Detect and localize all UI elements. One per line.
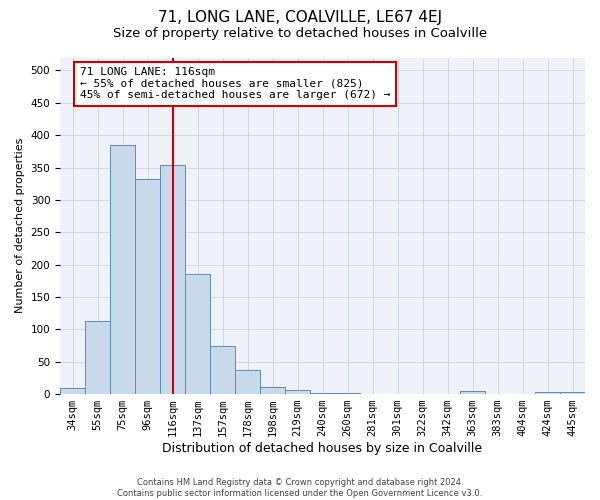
Bar bbox=[285, 390, 310, 394]
Bar bbox=[185, 274, 210, 394]
Bar bbox=[85, 321, 110, 394]
Bar bbox=[160, 165, 185, 394]
Bar bbox=[235, 370, 260, 394]
Text: 71 LONG LANE: 116sqm
← 55% of detached houses are smaller (825)
45% of semi-deta: 71 LONG LANE: 116sqm ← 55% of detached h… bbox=[80, 67, 391, 100]
Bar bbox=[210, 346, 235, 394]
Y-axis label: Number of detached properties: Number of detached properties bbox=[15, 138, 25, 314]
Bar bbox=[60, 388, 85, 394]
Bar bbox=[110, 145, 135, 394]
Text: Size of property relative to detached houses in Coalville: Size of property relative to detached ho… bbox=[113, 28, 487, 40]
Bar bbox=[260, 387, 285, 394]
Bar bbox=[310, 393, 335, 394]
Bar bbox=[560, 392, 585, 394]
Bar bbox=[460, 391, 485, 394]
Text: 71, LONG LANE, COALVILLE, LE67 4EJ: 71, LONG LANE, COALVILLE, LE67 4EJ bbox=[158, 10, 442, 25]
X-axis label: Distribution of detached houses by size in Coalville: Distribution of detached houses by size … bbox=[163, 442, 482, 455]
Text: Contains HM Land Registry data © Crown copyright and database right 2024.
Contai: Contains HM Land Registry data © Crown c… bbox=[118, 478, 482, 498]
Bar bbox=[135, 179, 160, 394]
Bar bbox=[535, 392, 560, 394]
